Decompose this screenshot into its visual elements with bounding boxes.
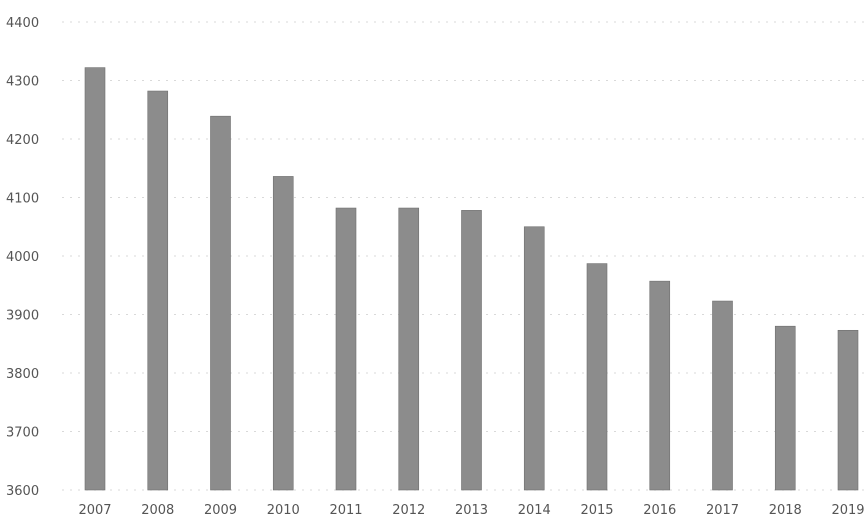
y-tick-label: 3800 <box>6 367 39 382</box>
x-tick-label: 2011 <box>329 503 362 518</box>
y-axis-ticks: 3600 3700 3800 3900 4000 4100 4200 4300 4400 <box>6 16 39 499</box>
x-tick-label: 2019 <box>831 503 864 518</box>
bar <box>147 90 169 491</box>
bar <box>712 300 733 491</box>
y-tick-label: 3600 <box>6 484 39 499</box>
bar <box>84 67 106 491</box>
y-tick-label: 3900 <box>6 309 39 324</box>
y-tick-label: 4300 <box>6 75 39 90</box>
y-tick-label: 4400 <box>6 16 39 31</box>
bars <box>84 67 859 491</box>
bar <box>335 207 357 491</box>
bar <box>461 210 482 491</box>
bar <box>586 263 608 491</box>
x-tick-label: 2018 <box>769 503 802 518</box>
bar <box>210 115 231 491</box>
bar <box>774 325 796 491</box>
bar <box>398 207 420 491</box>
y-tick-label: 4200 <box>6 133 39 148</box>
x-tick-label: 2017 <box>706 503 739 518</box>
bar <box>523 226 545 491</box>
bar <box>272 176 294 491</box>
x-tick-label: 2014 <box>518 503 551 518</box>
bar <box>837 329 859 491</box>
y-tick-label: 3700 <box>6 426 39 441</box>
x-tick-label: 2008 <box>141 503 174 518</box>
x-tick-label: 2010 <box>267 503 300 518</box>
x-tick-label: 2007 <box>78 503 111 518</box>
bar <box>649 280 671 491</box>
y-tick-label: 4100 <box>6 192 39 207</box>
x-tick-label: 2013 <box>455 503 488 518</box>
y-tick-label: 4000 <box>6 250 39 265</box>
x-axis-ticks: 2007 2008 2009 2010 2011 2012 2013 2014 2015 2016… <box>78 503 864 518</box>
x-tick-label: 2009 <box>204 503 237 518</box>
x-tick-label: 2012 <box>392 503 425 518</box>
x-tick-label: 2015 <box>580 503 613 518</box>
x-tick-label: 2016 <box>643 503 676 518</box>
